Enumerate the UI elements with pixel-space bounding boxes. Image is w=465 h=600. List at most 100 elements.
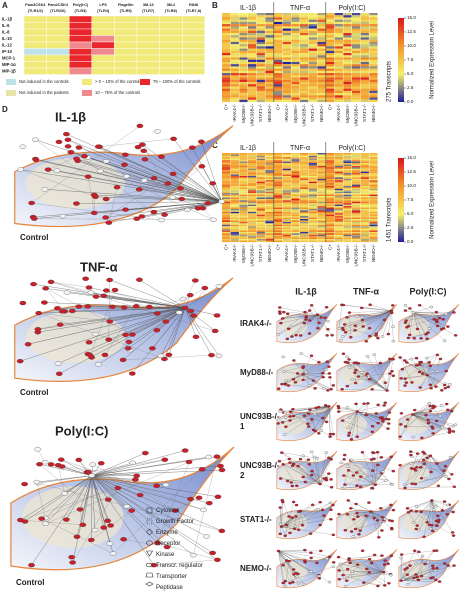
heat-cell xyxy=(334,219,343,221)
network-node xyxy=(342,474,346,477)
heat-cell xyxy=(360,97,369,100)
heat-cell xyxy=(239,204,248,207)
heat-cell xyxy=(360,188,369,191)
network-edge xyxy=(416,365,428,376)
network-edge xyxy=(37,324,61,330)
heat-cell xyxy=(317,164,326,167)
heat-cell xyxy=(291,216,300,218)
heat-cell xyxy=(265,239,274,241)
heat-cell xyxy=(317,90,326,94)
heat-cell xyxy=(282,201,291,204)
network-node xyxy=(289,325,294,329)
heat-cell xyxy=(326,163,335,165)
heat-cell xyxy=(222,153,231,155)
heat-cell xyxy=(308,214,317,217)
heat-cell xyxy=(300,73,309,76)
network-edge xyxy=(345,361,381,364)
network-node xyxy=(306,425,311,428)
heat-cell xyxy=(282,231,291,234)
heat-cell xyxy=(222,157,231,159)
network-edge xyxy=(405,354,438,379)
network-node xyxy=(399,556,403,560)
heat-cell xyxy=(317,30,326,34)
heat-cell xyxy=(222,46,231,49)
heat-cell xyxy=(282,79,291,83)
heat-cell xyxy=(300,198,309,201)
network-edge xyxy=(382,310,392,337)
heat-cell xyxy=(300,204,309,207)
heat-cell xyxy=(300,217,309,220)
network-node xyxy=(428,527,433,531)
network-node xyxy=(121,162,128,167)
heat-cell xyxy=(343,26,352,29)
network-edge xyxy=(404,453,418,488)
network-node xyxy=(79,522,87,528)
heat-cell xyxy=(352,213,361,215)
network-node xyxy=(452,311,456,314)
network-edge xyxy=(295,373,330,383)
heat-cell xyxy=(343,170,352,172)
heat-cell xyxy=(369,35,378,38)
heat-cell xyxy=(343,239,352,241)
heat-cell xyxy=(334,173,343,175)
heat-cell xyxy=(317,197,326,200)
network-node xyxy=(199,206,207,211)
network-node xyxy=(433,569,438,573)
network-node xyxy=(90,192,98,197)
heat-cell xyxy=(291,194,300,197)
heat-cell xyxy=(343,214,352,217)
heat-cell xyxy=(300,211,309,214)
heat-cell xyxy=(230,171,239,174)
network-edge xyxy=(281,452,325,479)
network-node xyxy=(319,316,323,319)
network-node xyxy=(208,352,215,358)
heat-cell xyxy=(282,194,291,197)
network-edge xyxy=(347,514,361,531)
heat-cell xyxy=(265,208,274,211)
network-edge xyxy=(303,374,324,378)
network-node xyxy=(419,337,423,340)
heat-cell xyxy=(230,167,239,169)
network-edge xyxy=(350,562,384,573)
network-node xyxy=(288,410,293,414)
network-node xyxy=(421,458,426,462)
network-node xyxy=(412,576,416,580)
network-node xyxy=(430,499,434,502)
heat-cell xyxy=(222,171,231,174)
heat-cell xyxy=(256,236,265,238)
heat-cell xyxy=(317,173,326,175)
network-node xyxy=(380,516,385,519)
heat-cell xyxy=(274,233,283,235)
network-node xyxy=(368,378,372,381)
network-node xyxy=(291,568,296,571)
network-node xyxy=(323,316,327,319)
network-edge xyxy=(289,576,297,584)
heat-cell xyxy=(352,154,361,156)
heat-cell xyxy=(317,201,326,204)
heat-cell xyxy=(248,95,257,98)
network-node xyxy=(448,455,453,459)
heat-cell xyxy=(343,213,352,215)
network-edge xyxy=(338,556,384,573)
network-edge xyxy=(60,307,186,325)
heat-cell xyxy=(256,180,265,182)
heat-cell xyxy=(256,200,265,202)
heat-cell xyxy=(369,48,378,51)
heat-cell xyxy=(343,234,352,237)
network-edge xyxy=(190,287,205,312)
heat-cell xyxy=(334,198,343,201)
heat-cell xyxy=(352,88,361,91)
sample-label: STAT1-/- xyxy=(258,244,263,262)
network-edge xyxy=(400,455,431,466)
heat-cell xyxy=(360,216,369,218)
heat-cell xyxy=(265,15,274,18)
network-node xyxy=(276,422,280,425)
heat-cell xyxy=(326,97,335,100)
heat-cell xyxy=(282,57,291,60)
heat-cell xyxy=(265,35,274,38)
heat-cell xyxy=(181,28,205,36)
heat-cell xyxy=(369,75,378,78)
network-node xyxy=(362,402,366,405)
heat-cell xyxy=(256,64,265,67)
heat-cell xyxy=(265,204,274,207)
